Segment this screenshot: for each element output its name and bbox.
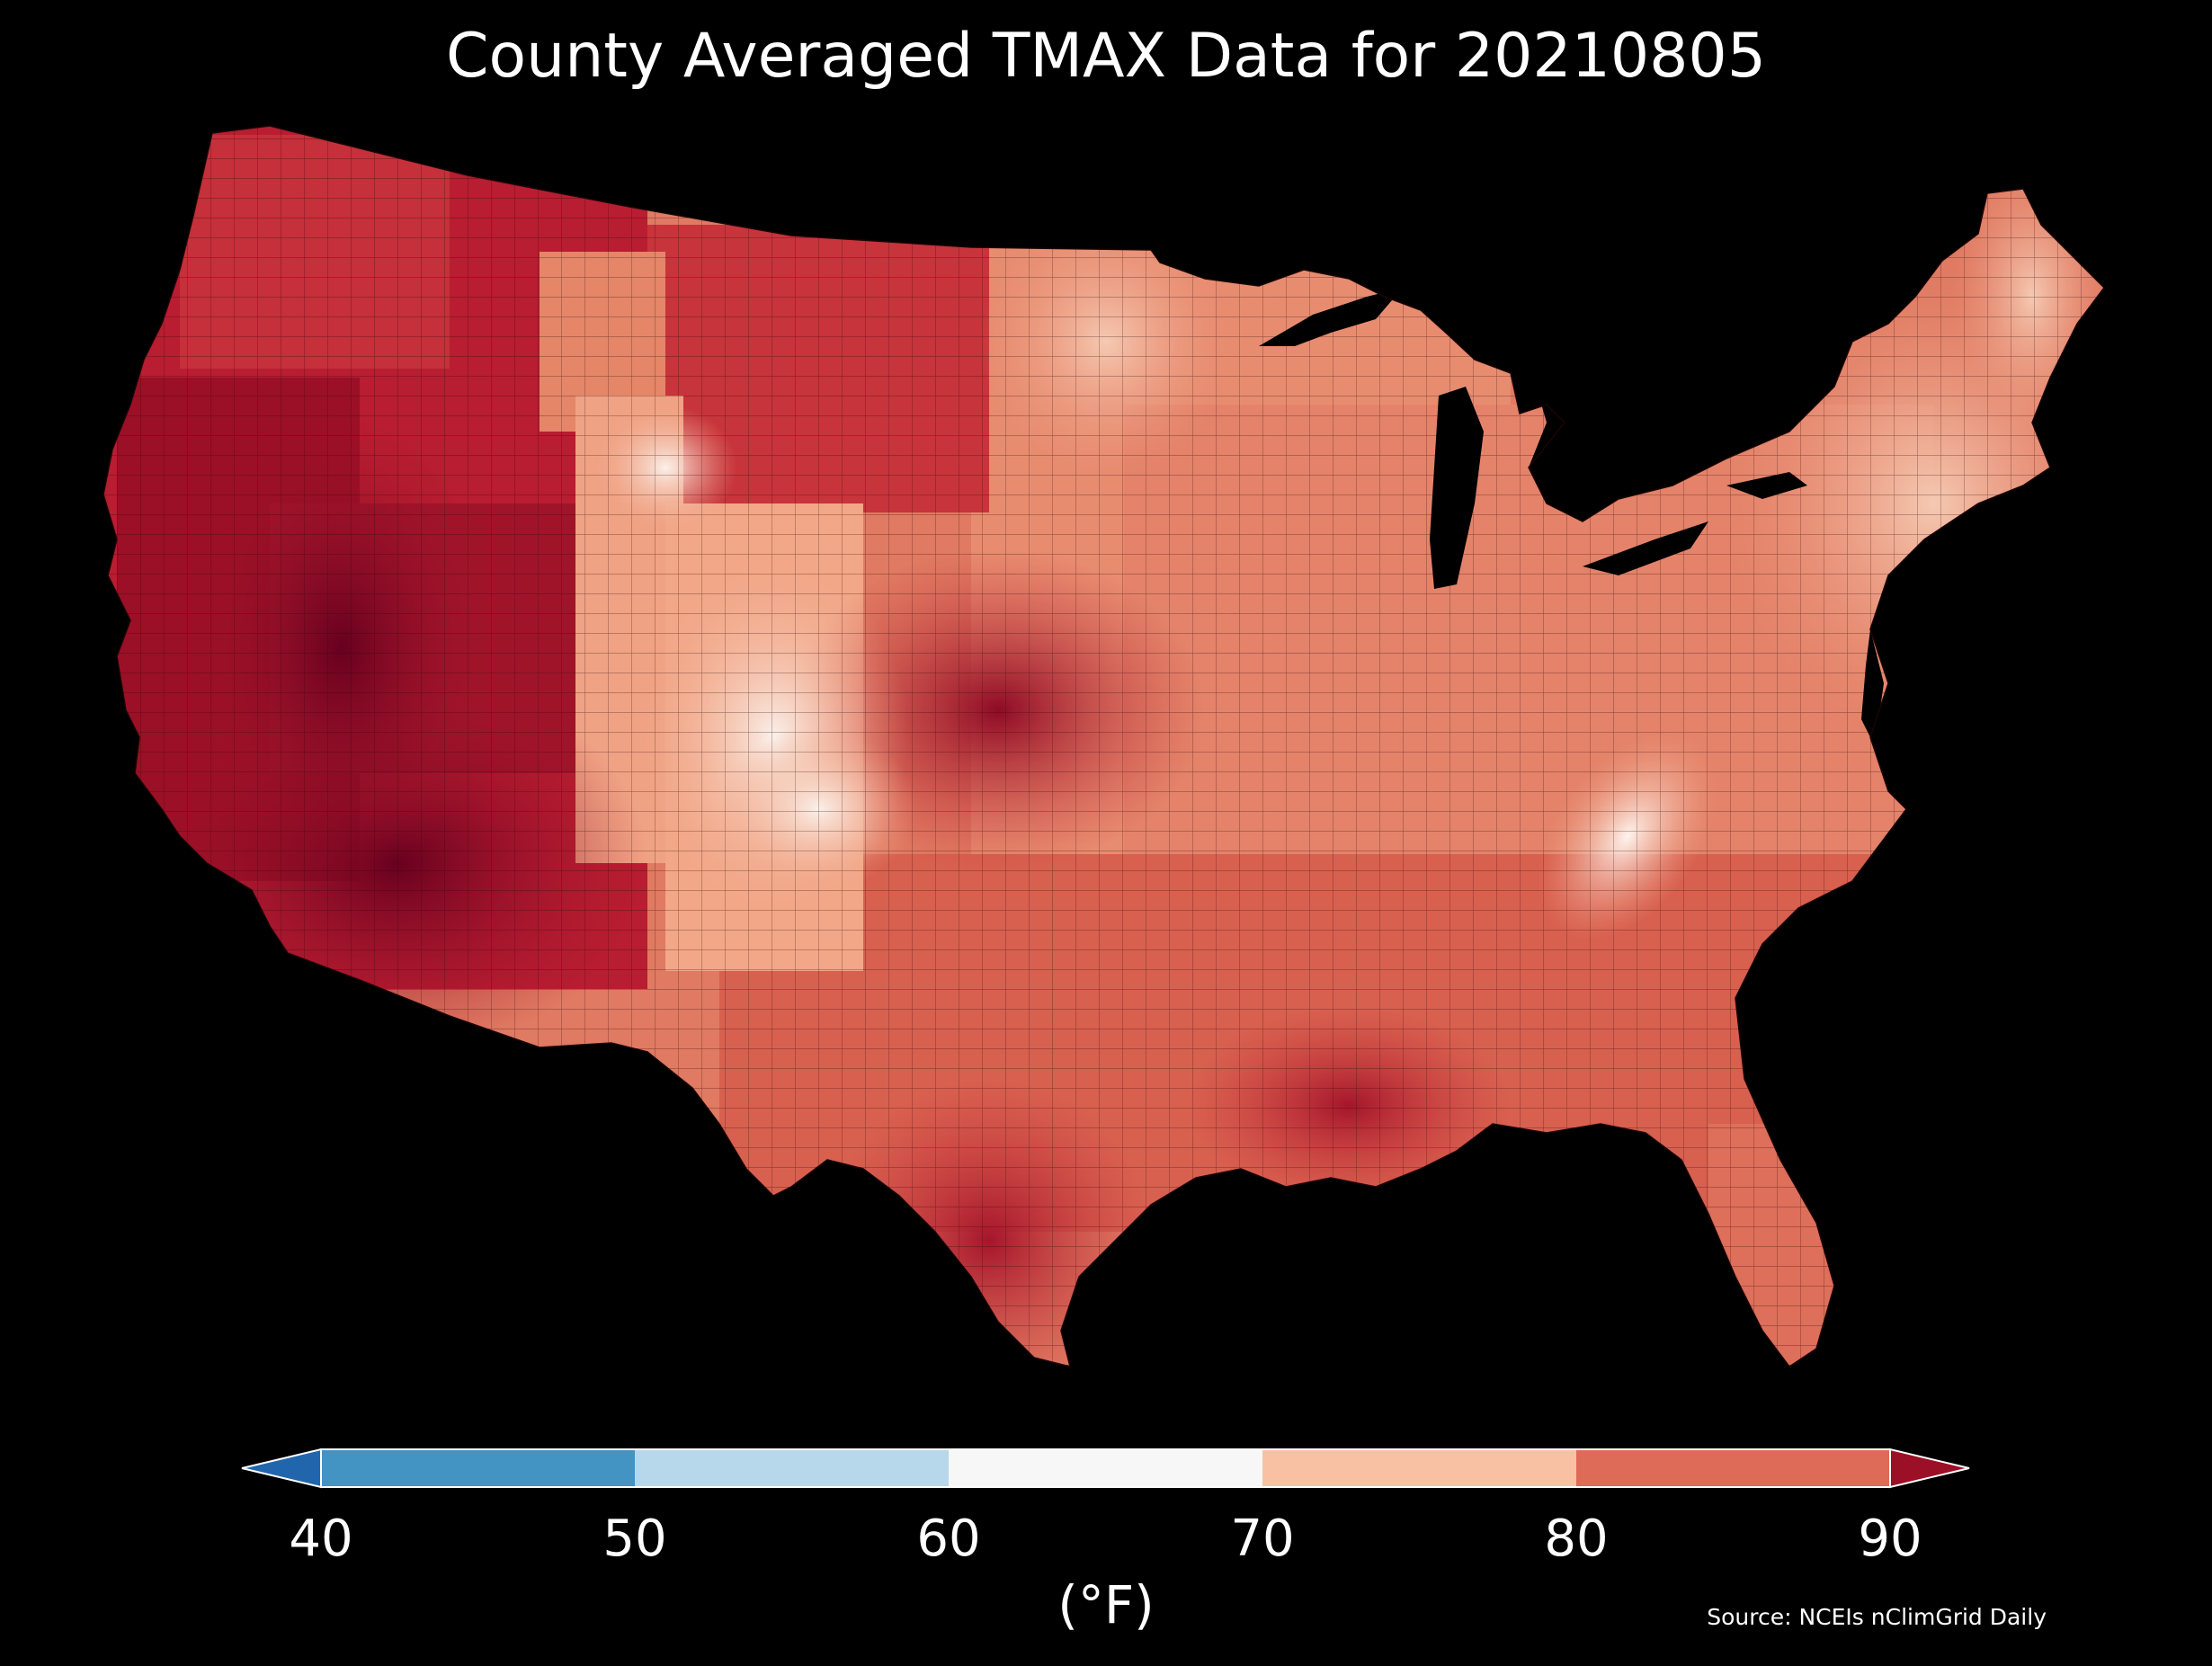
colorbar-extend-high	[1889, 1448, 1970, 1489]
colorbar-bin	[321, 1449, 635, 1487]
chesapeake-bay	[1861, 629, 1884, 746]
lake-erie	[1583, 521, 1708, 575]
colorbar-tick: 50	[602, 1510, 667, 1568]
colorbar-tick: 60	[916, 1510, 981, 1568]
colorbar-tick: 90	[1858, 1510, 1922, 1568]
colorbar-bin	[1576, 1449, 1890, 1487]
colorbar-tick: 70	[1230, 1510, 1295, 1568]
colorbar-tick: 40	[289, 1510, 353, 1568]
page-title: County Averaged TMAX Data for 20210805	[446, 21, 1766, 92]
colorbar-bin	[1262, 1449, 1576, 1487]
colorbar-extend-low	[241, 1448, 322, 1489]
colorbar-tick: 80	[1544, 1510, 1609, 1568]
source-credit: Source: NCEIs nClimGrid Daily	[1707, 1604, 2047, 1630]
lake-ontario	[1726, 472, 1807, 499]
lake-michigan	[1430, 387, 1484, 589]
colorbar-bin	[949, 1449, 1262, 1487]
us-county-map	[103, 125, 2105, 1368]
colorbar-outline	[320, 1448, 1891, 1488]
colorbar-unit-label: (°F)	[1057, 1574, 1155, 1635]
colorbar-bin	[635, 1449, 949, 1487]
lake-huron	[1529, 360, 1592, 503]
lake-superior	[1259, 288, 1403, 346]
